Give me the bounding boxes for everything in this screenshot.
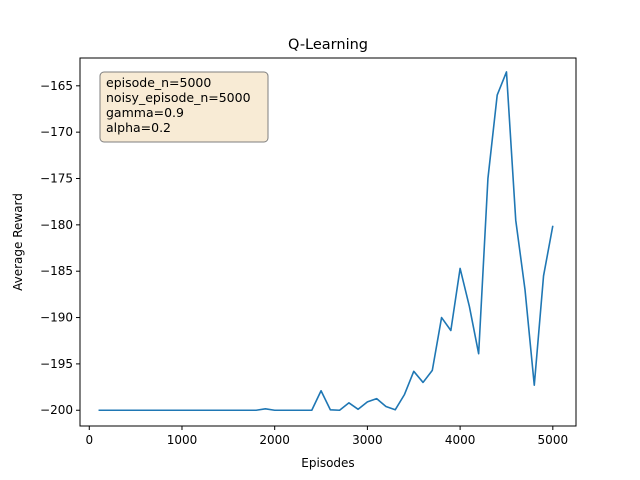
y-tick-label: −175 bbox=[40, 172, 73, 186]
x-tick-label: 0 bbox=[85, 433, 93, 447]
annotation-line-episode-n: episode_n=5000 bbox=[106, 75, 211, 90]
y-tick-label: −195 bbox=[40, 357, 73, 371]
x-tick-label: 1000 bbox=[167, 433, 198, 447]
y-tick-label: −200 bbox=[40, 403, 73, 417]
annotation-box bbox=[99, 71, 269, 143]
x-tick-label: 4000 bbox=[445, 433, 476, 447]
axes-frame bbox=[79, 57, 577, 427]
x-axis-label: Episodes bbox=[301, 456, 354, 470]
y-axis-label: Average Reward bbox=[11, 193, 25, 291]
x-axis-ticks: 0 1000 2000 3000 4000 5000 bbox=[85, 426, 568, 447]
hyperparameter-annotation: episode_n=5000 noisy_episode_n=5000 gamm… bbox=[99, 71, 269, 143]
y-tick-label: −190 bbox=[40, 311, 73, 325]
y-tick-label: −170 bbox=[40, 125, 73, 139]
y-tick-label: −185 bbox=[40, 264, 73, 278]
y-tick-label: −180 bbox=[40, 218, 73, 232]
annotation-line-gamma: gamma=0.9 bbox=[106, 105, 184, 120]
annotation-line-alpha: alpha=0.2 bbox=[106, 120, 171, 135]
x-tick-label: 5000 bbox=[538, 433, 569, 447]
chart-title: Q-Learning bbox=[288, 37, 368, 53]
x-tick-label: 3000 bbox=[352, 433, 383, 447]
x-tick-label: 2000 bbox=[259, 433, 290, 447]
y-axis-ticks: −200 −195 −190 −185 −180 −175 −170 −165 bbox=[40, 79, 80, 417]
series-line-q-learning bbox=[98, 71, 554, 412]
annotation-line-noisy-episode-n: noisy_episode_n=5000 bbox=[106, 90, 251, 105]
y-tick-label: −165 bbox=[40, 79, 73, 93]
